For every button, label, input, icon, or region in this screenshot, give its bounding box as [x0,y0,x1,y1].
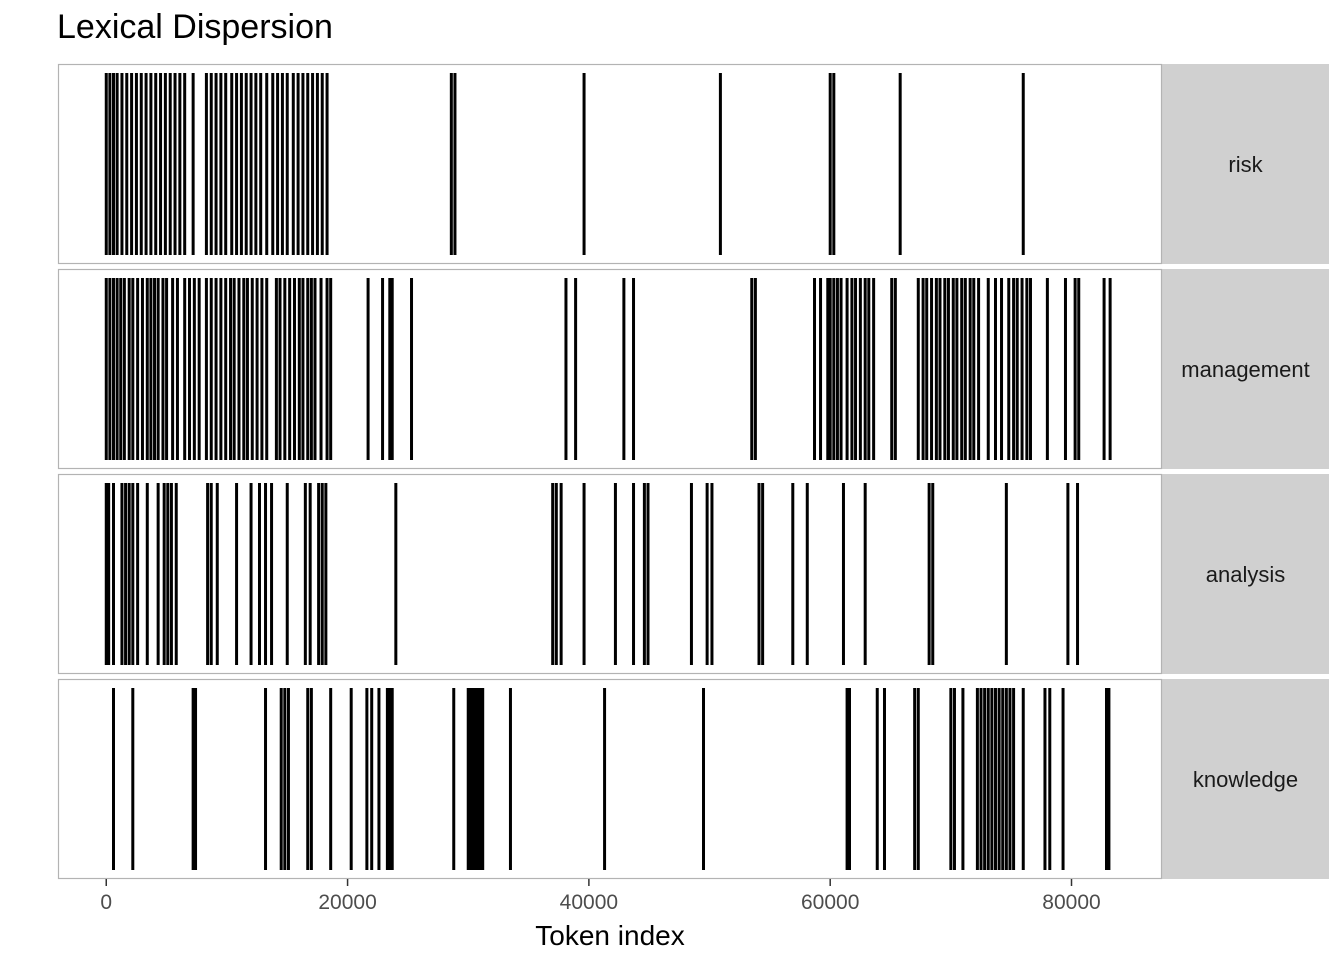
facet-strip [1162,679,1329,879]
facet-strip [1162,269,1329,469]
facet-label: knowledge [1193,767,1298,792]
panel-border [57,63,1163,265]
facet-strip [1162,64,1329,264]
panel-background [58,64,1162,264]
facet-label: risk [1228,152,1263,177]
panel-border [57,473,1163,675]
x-tick-label: 20000 [318,891,376,914]
x-axis-title: Token index [535,920,684,951]
x-tick-label: 0 [100,891,112,914]
panel-border [57,268,1163,470]
x-tick-label: 60000 [801,891,859,914]
facet-label: management [1181,357,1309,382]
x-tick-label: 80000 [1042,891,1100,914]
panel-background [58,474,1162,674]
facet-label: analysis [1206,562,1285,587]
panel-border [57,678,1163,880]
facet-strip [1162,474,1329,674]
chart-title: Lexical Dispersion [57,8,333,46]
x-tick-label: 40000 [560,891,618,914]
